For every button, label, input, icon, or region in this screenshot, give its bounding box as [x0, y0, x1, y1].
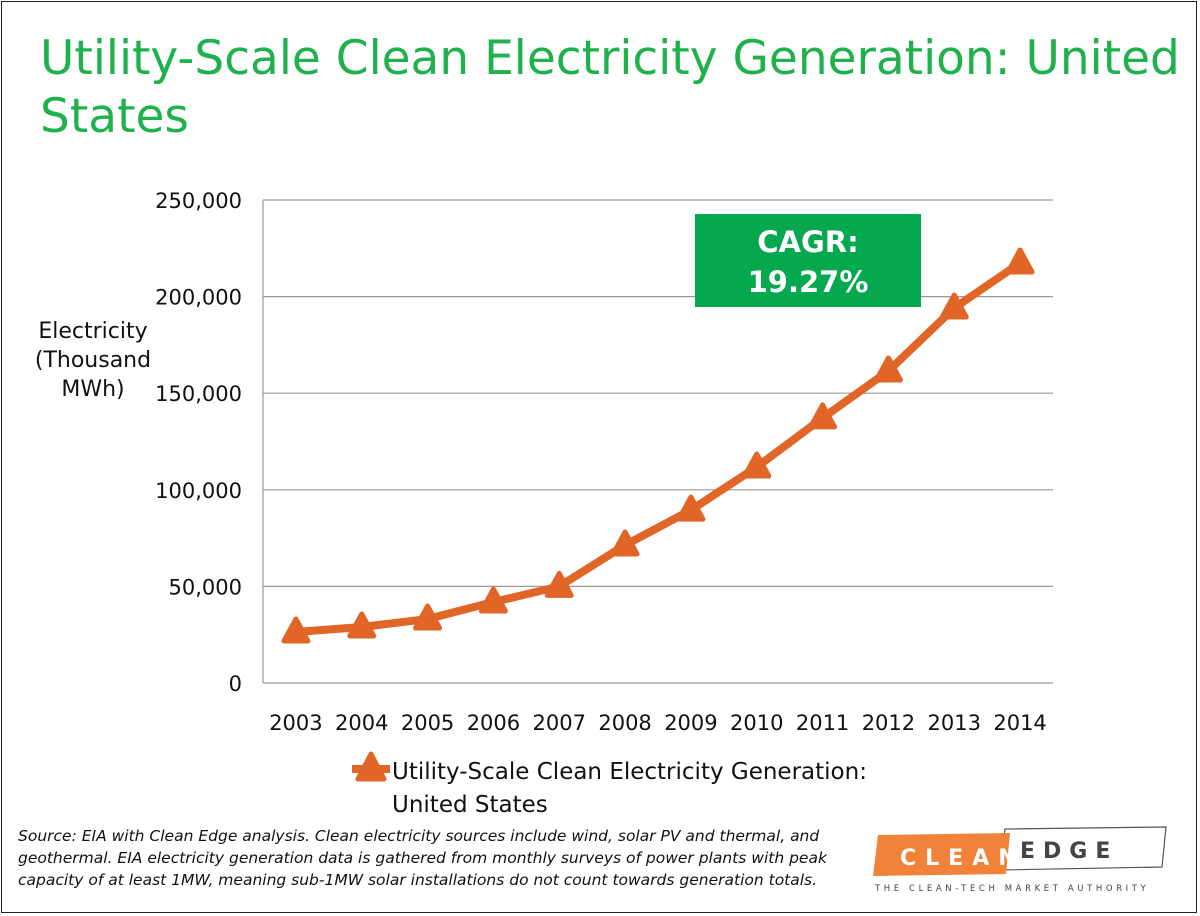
cagr-value: 19.27% — [748, 265, 869, 299]
x-tick-label: 2011 — [796, 711, 849, 735]
legend: Utility-Scale Clean Electricity Generati… — [352, 751, 867, 818]
legend-label-line1: Utility-Scale Clean Electricity Generati… — [392, 759, 867, 785]
x-tick-label: 2004 — [335, 711, 388, 735]
data-point-marker — [1005, 247, 1035, 275]
data-point-marker — [281, 616, 311, 644]
x-tick-label: 2012 — [862, 711, 915, 735]
y-tick-label: 100,000 — [155, 479, 242, 503]
cagr-box — [695, 214, 921, 307]
y-tick-label: 0 — [229, 672, 242, 696]
data-point-marker — [742, 451, 772, 479]
series-line — [295, 259, 1023, 636]
data-point-marker — [478, 586, 508, 614]
x-tick-label: 2014 — [993, 711, 1046, 735]
data-point-marker — [676, 494, 706, 522]
legend-label-line2: United States — [392, 792, 548, 818]
x-tick-label: 2006 — [467, 711, 520, 735]
x-tick-label: 2009 — [664, 711, 717, 735]
chart-title: Utility-Scale Clean Electricity Generati… — [40, 31, 1180, 144]
data-point-marker — [610, 529, 640, 557]
x-tick-label: 2003 — [269, 711, 322, 735]
data-point-marker — [808, 402, 838, 430]
y-axis-label: Electricity (Thousand MWh) — [34, 319, 152, 402]
data-point-marker — [939, 292, 969, 320]
y-tick-label: 150,000 — [155, 382, 242, 406]
data-point-marker — [347, 611, 377, 639]
cagr-label: CAGR: — [757, 225, 858, 259]
legend-marker — [355, 751, 387, 782]
svg-text:CLEAN: CLEAN — [900, 846, 1026, 871]
x-tick-label: 2008 — [598, 711, 651, 735]
y-tick-label: 250,000 — [155, 189, 242, 213]
svg-text:EDGE: EDGE — [1020, 839, 1118, 864]
x-tick-label: 2013 — [928, 711, 981, 735]
svg-text:THE CLEAN-TECH MARKET AUTHORIT: THE CLEAN-TECH MARKET AUTHORITY — [874, 884, 1149, 894]
data-point-marker — [873, 355, 903, 383]
x-tick-label: 2005 — [401, 711, 454, 735]
x-tick-label: 2007 — [533, 711, 586, 735]
y-tick-label: 200,000 — [155, 286, 242, 310]
source-note: Source: EIA with Clean Edge analysis. Cl… — [18, 827, 827, 889]
data-point-marker — [544, 570, 574, 598]
cagr-annotation: CAGR: 19.27% — [695, 214, 921, 307]
clean-edge-logo: CLEAN EDGE THE CLEAN-TECH MARKET AUTHORI… — [873, 826, 1167, 894]
y-tick-label: 50,000 — [169, 575, 242, 599]
data-point-marker — [413, 603, 443, 631]
x-tick-label: 2010 — [730, 711, 783, 735]
